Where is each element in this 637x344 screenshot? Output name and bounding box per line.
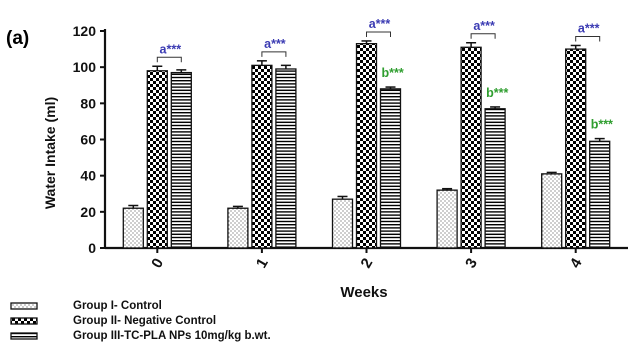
significance-label-a: a*** <box>473 19 495 33</box>
significance-bracket <box>261 51 287 57</box>
significance-label-b: b*** <box>486 86 508 100</box>
annotations: a*** a*** a*** b*** a*** b*** a*** b*** <box>156 17 613 132</box>
legend-swatch <box>10 317 38 325</box>
y-tick-label: 100 <box>73 59 97 75</box>
bar <box>227 207 249 249</box>
bar <box>275 68 297 249</box>
y-tick-label: 20 <box>80 204 96 220</box>
legend-label: Group I- Control <box>73 300 162 312</box>
y-tick-label: 60 <box>80 132 96 148</box>
significance-bracket <box>575 35 601 42</box>
y-tick-label: 0 <box>88 240 96 256</box>
x-tick-label: 1 <box>253 255 272 271</box>
x-tick-label: 0 <box>148 255 167 271</box>
significance-bracket <box>470 33 496 39</box>
panel-label: (a) <box>6 28 29 49</box>
bars <box>122 40 611 249</box>
bar <box>122 207 144 249</box>
bar <box>436 189 458 249</box>
significance-label-a: a*** <box>369 17 391 31</box>
legend-label: Group III-TC-PLA NPs 10mg/kg b.wt. <box>73 330 271 342</box>
x-tick-label: 4 <box>567 255 586 271</box>
significance-label-a: a*** <box>578 21 600 35</box>
bar <box>146 70 168 249</box>
x-axis-title: Weeks <box>340 284 387 301</box>
legend-swatch <box>10 332 38 340</box>
significance-bracket <box>366 31 391 37</box>
significance-label-b: b*** <box>591 118 613 132</box>
bar <box>251 64 273 249</box>
bar <box>589 140 611 249</box>
y-tick-label: 40 <box>80 168 96 184</box>
bar <box>170 71 192 249</box>
x-tick-label: 3 <box>462 255 481 271</box>
significance-label-a: a*** <box>160 42 182 56</box>
significance-label-b: b*** <box>382 66 404 80</box>
legend-swatch <box>10 302 38 310</box>
bar <box>565 48 587 249</box>
bar <box>331 198 354 249</box>
bar <box>541 173 563 249</box>
x-tick-label: 2 <box>357 255 376 271</box>
y-tick-label: 80 <box>80 95 96 111</box>
bar <box>484 108 506 249</box>
axes: 0 20 40 60 80 100 120 0 1 2 3 4 <box>73 23 628 271</box>
bar <box>460 46 482 249</box>
bar <box>355 43 378 249</box>
legend-label: Group II- Negative Control <box>73 315 216 327</box>
legend: Group I- Control Group II- Negative Contr… <box>10 300 271 342</box>
significance-label-a: a*** <box>264 37 286 51</box>
y-tick-label: 120 <box>73 23 97 39</box>
bar <box>379 88 402 249</box>
significance-bracket <box>156 56 182 63</box>
y-axis-title: Water Intake (ml) <box>42 97 58 209</box>
